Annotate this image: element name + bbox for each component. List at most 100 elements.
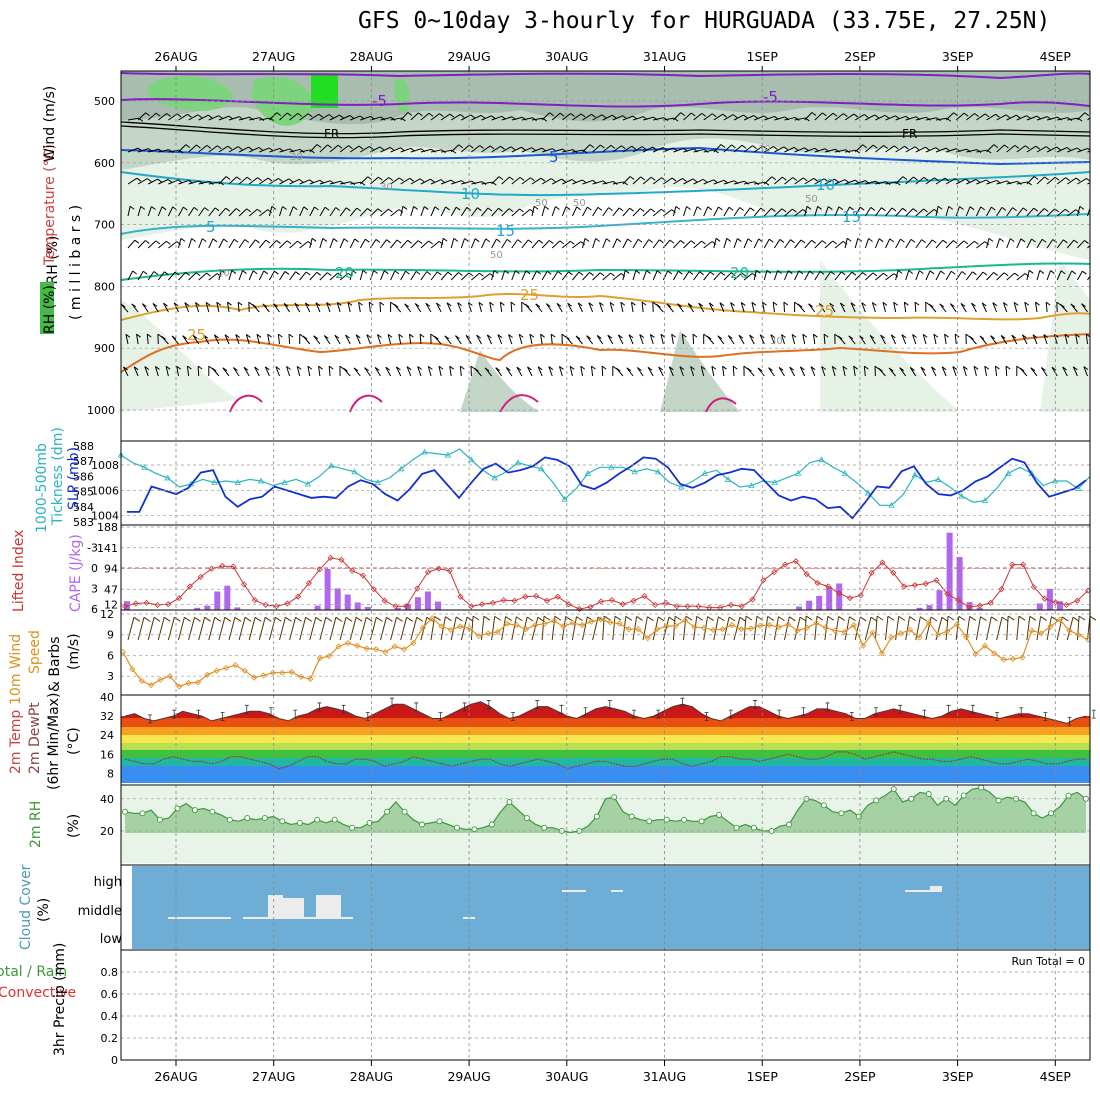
wind-barb-flag <box>146 333 152 338</box>
wind-barb <box>976 149 988 153</box>
contour-label: FR <box>324 127 339 141</box>
wind-barb-10m-flag <box>543 615 551 621</box>
wind-barb <box>992 302 998 313</box>
wind-barb-flag <box>984 113 990 118</box>
contour-label: 50 <box>573 198 586 209</box>
contour-label: 10 <box>816 176 835 194</box>
wind-barb-flag <box>773 146 778 150</box>
wind-barb <box>984 366 987 377</box>
wind-barb-flag <box>808 303 813 308</box>
wind-barb-flag <box>587 206 592 211</box>
wind-barb <box>511 176 521 185</box>
rh-marker <box>855 813 862 820</box>
wind-barb-flag <box>377 334 382 338</box>
wind-barb <box>794 270 800 281</box>
wind-barb <box>410 271 417 281</box>
wind-barb-flag <box>214 334 219 339</box>
wind-barb-10m-flag <box>739 616 747 622</box>
wind-barb-flag <box>706 335 712 340</box>
cloud-block <box>611 890 623 892</box>
wind-barb-flag <box>559 366 564 370</box>
thickness-marker <box>234 479 241 485</box>
wind-barb <box>491 270 495 281</box>
rh-marker <box>786 821 792 828</box>
wind-barb <box>784 177 794 185</box>
wind-barb-flag <box>444 335 450 340</box>
wind-barb-flag <box>778 366 784 371</box>
wind-barb-flag <box>398 177 404 182</box>
wind-barb-flag <box>937 205 943 210</box>
wind-marker <box>279 669 286 676</box>
wind-barb-flag <box>218 115 223 120</box>
wind-barb-flag <box>447 271 453 276</box>
rh-marker <box>523 815 530 822</box>
wind-barb <box>673 178 683 185</box>
li-marker <box>781 561 789 568</box>
wind-barb-flag <box>297 240 302 245</box>
wind-barb <box>773 270 779 281</box>
wind-barb-flag <box>140 205 146 210</box>
wind-barb <box>521 270 527 281</box>
wind-barb <box>844 113 855 121</box>
wind-barb-10m <box>955 616 960 641</box>
li-marker <box>165 601 172 608</box>
rh-shade-mid-3 <box>460 330 740 412</box>
li-marker <box>327 554 334 561</box>
wind-barb <box>531 177 542 185</box>
wind-barb-flag <box>347 272 353 277</box>
wind-barb-10m <box>1016 616 1020 641</box>
contour-label: 30 <box>758 144 771 155</box>
wind-barb-10m-flag <box>315 616 322 622</box>
wind-barb-flag <box>580 365 586 370</box>
wind-barb-flag <box>417 240 423 245</box>
wind-barb-flag <box>738 334 744 339</box>
contour-label: FR <box>902 127 917 141</box>
cape-bar <box>956 557 963 610</box>
wind-barb <box>460 144 470 153</box>
wind-barb-10m-flag <box>947 615 955 621</box>
wind-barb-flag <box>589 144 595 149</box>
wind-barb <box>277 334 280 345</box>
wind-marker <box>560 623 567 630</box>
wind-barb <box>925 117 937 121</box>
wind-barb-flag <box>675 205 681 210</box>
wind-barb <box>905 239 912 249</box>
wind-barb-10m <box>218 617 226 641</box>
wind-barb <box>359 208 368 217</box>
wind-barb-flag <box>252 303 257 308</box>
wind-barb <box>360 115 371 121</box>
wind-barb <box>319 180 331 185</box>
wind-barb-flag <box>993 272 998 276</box>
wind-barb-flag <box>379 301 385 306</box>
wind-barb <box>663 177 673 185</box>
wind-barb <box>309 113 319 121</box>
wind-barb-10m-flag <box>1089 615 1097 621</box>
wind-barb <box>471 114 482 121</box>
wind-barb <box>976 179 987 185</box>
wind-barb-flag <box>136 333 141 338</box>
wind-barb-10m-flag <box>204 616 211 622</box>
wind-barb-flag <box>652 146 657 151</box>
wind-barb <box>743 115 755 121</box>
wind-barb <box>541 178 552 185</box>
wind-barb-10m-flag <box>805 615 813 621</box>
wind-barb <box>551 240 561 249</box>
wind-barb-flag <box>662 147 668 151</box>
frame-wind <box>120 609 1091 696</box>
wind-barb <box>571 206 578 217</box>
wind-barb-flag <box>377 208 383 213</box>
temp-band-blue <box>121 766 1090 783</box>
wind-barb-flag <box>880 334 885 339</box>
wind-marker <box>691 624 698 631</box>
wind-barb-flag <box>570 240 575 245</box>
wind-barb <box>154 366 159 377</box>
minmax-marker <box>511 712 515 721</box>
wind-barb-flag <box>992 302 998 307</box>
wind-barb <box>467 302 472 313</box>
wind-barb-flag <box>286 240 292 245</box>
rh-marker <box>1048 810 1055 817</box>
wind-barb <box>673 240 681 249</box>
thickness-markers <box>117 448 1082 508</box>
wind-barb-10m <box>773 616 779 641</box>
wind-barb-flag <box>631 301 636 306</box>
